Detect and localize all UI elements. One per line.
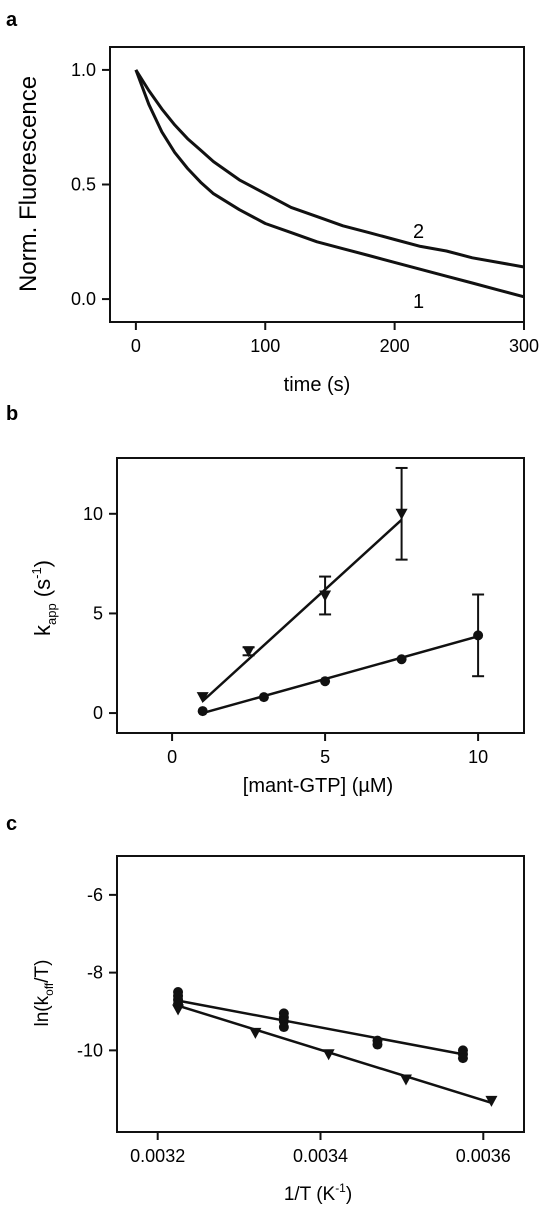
fit-line-b-0 <box>201 518 403 703</box>
series-lines-a <box>134 69 525 299</box>
fit-line-b-1 <box>202 635 479 715</box>
panel-a: 0 100 200 300 0.0 0.5 1.0 2 1 time (s) Norm. F… <box>15 46 539 396</box>
fit-line-c-0 <box>177 999 464 1056</box>
panel-letter-b: b <box>6 403 18 425</box>
data-point-b-triangle-down <box>319 590 332 602</box>
y-axis-label-a: Norm. Fluorescence <box>15 76 42 292</box>
x-tick-label-b: 0 <box>167 747 177 767</box>
y-axis-label-b-unit-sup: -1 <box>29 567 44 579</box>
data-point-b-circle <box>396 654 407 665</box>
x-tick-label-c: 0.0036 <box>456 1146 511 1166</box>
plot-frame-b <box>116 457 525 734</box>
x-axis-label-a: time (s) <box>284 374 351 396</box>
y-tick-label-c: -6 <box>87 885 103 905</box>
x-tick-label-b: 10 <box>468 747 488 767</box>
x-tick-label-a: 200 <box>380 336 410 356</box>
data-point-b-triangle-down <box>242 646 255 658</box>
data-point-b-circle <box>473 630 484 641</box>
curve-label-1: 1 <box>413 291 424 313</box>
series-line-2 <box>134 69 525 269</box>
data-point-c-circle <box>372 1039 383 1050</box>
y-tick-label-a: 0.0 <box>71 289 96 309</box>
x-tick-label-c: 0.0034 <box>293 1146 348 1166</box>
y-tick-label-c: -10 <box>77 1040 103 1060</box>
y-tick-label-a: 0.5 <box>71 175 96 195</box>
data-point-b-circle <box>320 676 331 687</box>
panel-c: 0.0032 0.0034 0.0036 -10 -8 -6 1/T (K-1) ln(k… <box>32 855 525 1205</box>
series-line-1 <box>134 69 525 299</box>
data-point-b-triangle-down <box>395 508 408 520</box>
svg-text:kapp (s-1): kapp (s-1) <box>29 560 59 636</box>
data-point-c-circle <box>457 1053 468 1064</box>
y-tick-label-b: 10 <box>83 504 103 524</box>
x-tick-label-a: 100 <box>250 336 280 356</box>
panel-letter-a: a <box>6 9 18 31</box>
ticks-b: 0 5 10 0 5 10 <box>83 504 488 767</box>
ticks-c: 0.0032 0.0034 0.0036 -10 -8 -6 <box>77 885 511 1166</box>
y-tick-label-c: -8 <box>87 963 103 983</box>
data-point-b-circle <box>258 692 269 703</box>
y-axis-label-c: ln(koff/T) <box>32 960 56 1027</box>
fit-line-c-1 <box>177 1004 492 1105</box>
series-marks-c <box>172 987 498 1107</box>
ticks-a: 0 100 200 300 0.0 0.5 1.0 <box>71 60 539 356</box>
y-axis-label-b-main: k <box>30 624 55 636</box>
x-axis-label-c-main: 1/T (K <box>284 1184 336 1205</box>
svg-text:1/T (K-1): 1/T (K-1) <box>284 1181 352 1205</box>
y-axis-label-b-unit-close: ) <box>30 560 55 567</box>
y-tick-label-b: 5 <box>93 603 103 623</box>
data-point-c-triangle-down <box>399 1074 412 1086</box>
y-axis-label-b-unit-open: (s <box>30 579 55 597</box>
data-point-c-triangle-down <box>172 1004 185 1016</box>
data-point-b-triangle-down <box>196 692 209 704</box>
data-point-c-triangle-down <box>249 1027 262 1039</box>
y-tick-label-a: 1.0 <box>71 60 96 80</box>
x-tick-label-a: 0 <box>131 336 141 356</box>
panel-letter-c: c <box>6 813 17 835</box>
x-tick-label-c: 0.0032 <box>130 1146 185 1166</box>
x-axis-label-c-sup: -1 <box>335 1181 346 1195</box>
x-axis-label-c-close: ) <box>346 1184 352 1205</box>
x-axis-label-b: [mant-GTP] (µM) <box>243 775 393 797</box>
y-axis-label-c-close: /T) <box>32 960 53 983</box>
data-point-c-circle <box>278 1022 289 1033</box>
x-tick-label-a: 300 <box>509 336 539 356</box>
y-axis-label-c-main: ln(k <box>32 995 53 1026</box>
data-point-b-circle <box>197 706 208 717</box>
y-axis-label-b-sub: app <box>44 603 59 625</box>
x-tick-label-b: 5 <box>320 747 330 767</box>
y-axis-label-c-sub: off <box>42 982 56 996</box>
y-tick-label-b: 0 <box>93 703 103 723</box>
svg-text:ln(koff/T): ln(koff/T) <box>32 960 56 1027</box>
series-marks-b <box>196 466 485 717</box>
panel-b: 0 5 10 0 5 10 [mant-GTP] (µM) kapp (s-1) <box>29 457 525 797</box>
curve-label-2: 2 <box>413 221 424 243</box>
x-axis-label-c: 1/T (K-1) <box>284 1181 352 1205</box>
data-point-c-triangle-down <box>322 1049 335 1061</box>
y-axis-label-b: kapp (s-1) <box>29 560 59 636</box>
data-point-c-triangle-down <box>485 1095 498 1107</box>
